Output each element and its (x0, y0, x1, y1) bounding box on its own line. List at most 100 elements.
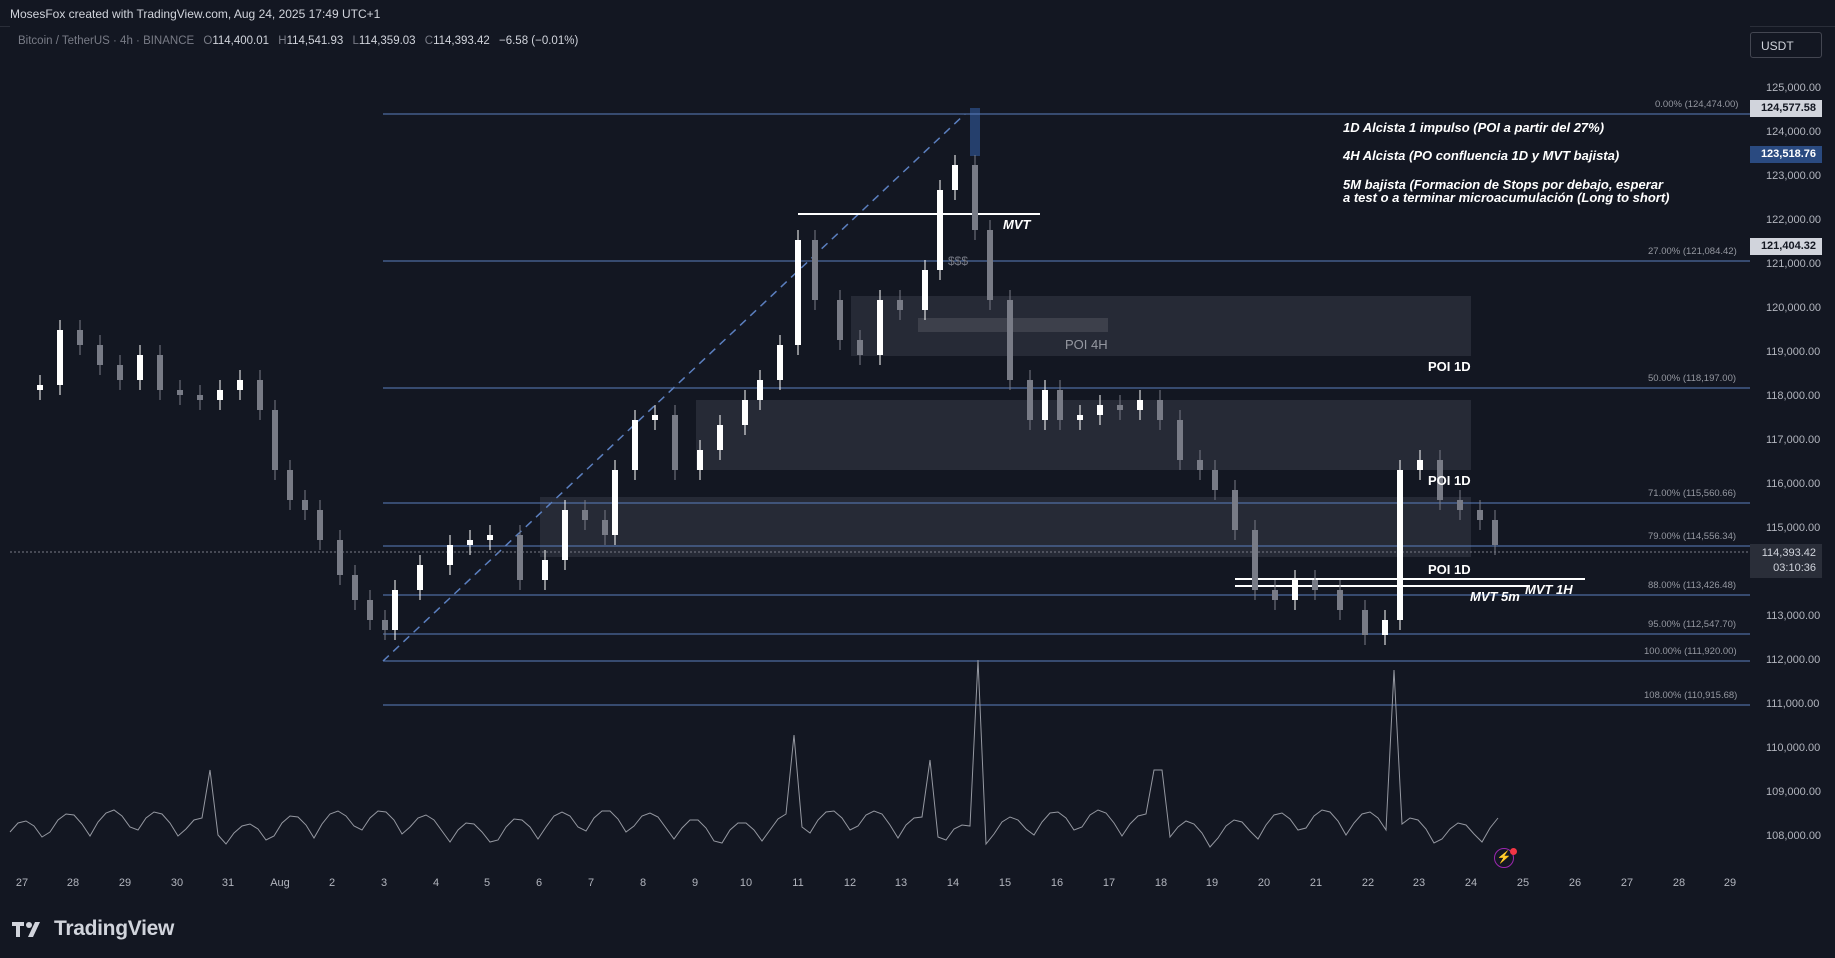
poi-1d-label-lower: POI 1D (1428, 562, 1471, 577)
price-tick: 115,000.00 (1766, 522, 1821, 534)
price-tick: 111,000.00 (1766, 698, 1820, 710)
price-tick: 119,000.00 (1766, 346, 1821, 358)
note-5m-line1: 5M bajista (Formacion de Stops por debaj… (1343, 177, 1664, 192)
notification-dot (1510, 848, 1517, 855)
trend-line (382, 113, 966, 662)
price-tick: 120,000.00 (1766, 302, 1822, 314)
close-value: 114,393.42 (433, 35, 490, 47)
bar-countdown: 03:10:36 (1773, 562, 1816, 574)
fib-label-88: 88.00% (113,426.48) (1648, 580, 1737, 591)
price-tick: 108,000.00 (1766, 830, 1822, 842)
fib-label-95: 95.00% (112,547.70) (1648, 619, 1737, 630)
poi-4h-label: POI 4H (1065, 337, 1108, 352)
candlesticks (37, 155, 1498, 645)
currency-button[interactable]: USDT (1750, 32, 1822, 58)
volume-line (9, 659, 1499, 848)
price-tick: 125,000.00 (1766, 82, 1822, 94)
tradingview-logo[interactable]: TradingView (12, 916, 174, 942)
time-label: 12 (843, 877, 857, 889)
note-5m-line2: a test o a terminar microacumulación (Lo… (1343, 190, 1670, 205)
price-axis[interactable]: 125,000.00 124,000.00 123,000.00 122,000… (1750, 60, 1835, 870)
poi-1d-zone-lower (540, 497, 1471, 557)
symbol-name[interactable]: Bitcoin / TetherUS · 4h · BINANCE (18, 35, 195, 47)
time-axis[interactable]: 27 28 29 30 31 Aug 2 3 4 5 6 7 8 9 10 11 12 13 14 15 16 17 18 1… (0, 872, 1750, 894)
time-label: 24 (1464, 877, 1478, 889)
time-label: 5 (483, 877, 491, 889)
time-label: 10 (739, 877, 753, 889)
current-price-tag: 114,393.42 03:10:36 (1750, 544, 1822, 578)
price-chart[interactable] (0, 0, 1750, 870)
time-label: 28 (66, 877, 80, 889)
fib-label-50: 50.00% (118,197.00) (1648, 373, 1737, 384)
price-tick: 118,000.00 (1766, 390, 1821, 402)
time-label: 14 (946, 877, 960, 889)
price-tick: 117,000.00 (1766, 434, 1821, 446)
time-label: 13 (894, 877, 908, 889)
time-label: 18 (1154, 877, 1168, 889)
fib-label-100: 100.00% (111,920.00) (1644, 646, 1737, 657)
poi-1d-label-middle: POI 1D (1428, 473, 1471, 488)
time-label: 7 (587, 877, 595, 889)
lightning-icon[interactable]: ⚡ (1494, 848, 1514, 868)
time-label: 29 (118, 877, 132, 889)
top-wick-highlight (970, 108, 980, 156)
time-label: 21 (1309, 877, 1323, 889)
time-label: 20 (1257, 877, 1271, 889)
time-label: 23 (1412, 877, 1426, 889)
low-label: L (352, 35, 359, 47)
low-value: 114,359.03 (358, 35, 416, 47)
price-tag-high: 124,577.58 (1750, 100, 1822, 117)
time-label: 30 (170, 877, 184, 889)
time-label: 19 (1205, 877, 1219, 889)
time-label: 31 (221, 877, 235, 889)
time-label: 8 (639, 877, 647, 889)
fib-retracement (383, 113, 1750, 706)
time-label: 25 (1516, 877, 1530, 889)
poi-1d-zone-middle (696, 400, 1471, 470)
price-tick: 116,000.00 (1766, 478, 1821, 490)
time-label: 28 (1672, 877, 1686, 889)
time-label: 16 (1050, 877, 1064, 889)
price-tick: 113,000.00 (1766, 610, 1821, 622)
fib-label-0: 0.00% (124,474.00) (1655, 99, 1739, 110)
note-1d: 1D Alcista 1 impulso (POI a partir del 2… (1343, 120, 1605, 135)
mvt-5m-label: MVT 5m (1470, 589, 1520, 604)
chart-credit: MosesFox created with TradingView.com, A… (10, 7, 381, 21)
fib-label-79: 79.00% (114,556.34) (1648, 531, 1737, 542)
time-label: 26 (1568, 877, 1582, 889)
open-value: 114,400.01 (212, 35, 270, 47)
open-label: O (203, 35, 213, 47)
time-label: 4 (432, 877, 440, 889)
time-label: Aug (270, 877, 290, 889)
fib-label-108: 108.00% (110,915.68) (1644, 690, 1738, 701)
high-value: 114,541.93 (286, 35, 344, 47)
tradingview-logo-icon (12, 922, 40, 937)
time-label: 11 (792, 877, 804, 889)
price-tag-low: 121,404.32 (1750, 238, 1822, 255)
tradingview-logo-text: TradingView (54, 917, 175, 940)
price-tick: 109,000.00 (1766, 786, 1822, 798)
high-label: H (278, 35, 287, 47)
price-tick: 110,000.00 (1766, 742, 1821, 754)
price-tick: 122,000.00 (1766, 214, 1822, 226)
mvt-1h-label: MVT 1H (1525, 582, 1573, 597)
price-tag-mid: 123,518.76 (1750, 146, 1822, 163)
note-4h: 4H Alcista (PO confluencia 1D y MVT baji… (1343, 148, 1620, 163)
time-label: 22 (1361, 877, 1375, 889)
price-tick: 121,000.00 (1766, 258, 1822, 270)
fib-label-27: 27.00% (121,084.42) (1648, 246, 1737, 257)
fib-label-71: 71.00% (115,560.66) (1648, 488, 1737, 499)
time-label: 2 (328, 877, 336, 889)
current-price-value: 114,393.42 (1761, 547, 1816, 559)
poi-1d-label-upper: POI 1D (1428, 359, 1471, 374)
price-tick: 112,000.00 (1766, 654, 1821, 666)
time-label: 27 (15, 877, 29, 889)
symbol-legend[interactable]: Bitcoin / TetherUS · 4h · BINANCE O114,4… (18, 35, 578, 47)
time-label: 6 (535, 877, 543, 889)
liquidity-label: $$$ (948, 254, 969, 268)
time-label: 27 (1620, 877, 1634, 889)
time-label: 15 (998, 877, 1012, 889)
close-label: C (424, 35, 434, 47)
time-label: 29 (1723, 877, 1737, 889)
time-label: 3 (380, 877, 388, 889)
